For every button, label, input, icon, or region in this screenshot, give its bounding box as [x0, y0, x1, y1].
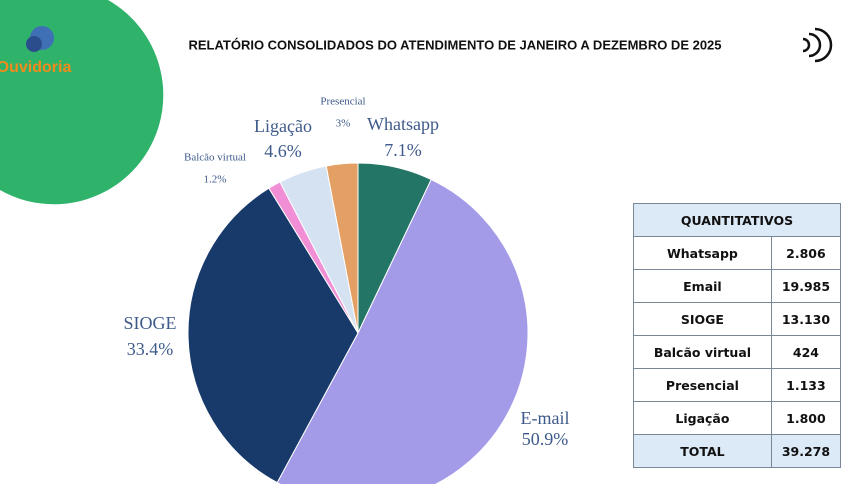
table-cell: 2.806: [770, 236, 842, 270]
table-cell: Presencial: [633, 368, 772, 402]
table-cell: Email: [633, 269, 772, 303]
table-cell: 13.130: [770, 302, 842, 336]
table-cell: 19.985: [770, 269, 842, 303]
table-cell: TOTAL: [633, 434, 772, 468]
logo-text: Ouvidoria: [0, 59, 71, 76]
slice-label: SIOGE: [124, 313, 177, 333]
table-cell: SIOGE: [633, 302, 772, 336]
slice-value: 1.2%: [204, 174, 227, 186]
logo-icon: [26, 36, 42, 52]
table-row: Whatsapp 2.806: [633, 236, 842, 270]
table-cell: 39.278: [770, 434, 842, 468]
table-cell: Whatsapp: [633, 236, 772, 270]
table-row: Ligação 1.800: [633, 401, 842, 435]
table-cell: QUANTITATIVOS: [633, 203, 841, 237]
table: QUANTITATIVOS Whatsapp 2.806 Email 19.985 SIO…: [633, 203, 842, 468]
logo-shape: [0, 0, 164, 205]
table-row: Presencial 1.133: [633, 368, 842, 402]
pie-slice: [325, 162, 359, 334]
table-cell: Ligação: [633, 401, 772, 435]
table-row: SIOGE 13.130: [633, 302, 842, 336]
slice-value: 7.1%: [384, 140, 422, 160]
table-cell: 1.800: [770, 401, 842, 435]
sound-icon: [802, 27, 833, 63]
slice-value: 33.4%: [127, 339, 174, 359]
table-cell: 424: [770, 335, 842, 369]
slice-label: Balcão virtual: [184, 152, 246, 164]
pie-slice: [276, 178, 529, 484]
table-cell: Balcão virtual: [633, 335, 772, 369]
table-row: QUANTITATIVOS: [633, 203, 841, 237]
slice-label: Whatsapp: [367, 114, 439, 134]
slice-value: 50.9%: [522, 429, 569, 449]
table-cell: 1.133: [770, 368, 842, 402]
slice-label: Presencial: [320, 96, 365, 108]
chart-title: RELATÓRIO CONSOLIDADOS DO ATENDIMENTO DE…: [188, 37, 721, 52]
slice-value: 4.6%: [264, 141, 302, 161]
slice-label: E-mail: [521, 408, 570, 428]
table-row: Email 19.985: [633, 269, 842, 303]
pie-slice: [187, 187, 359, 484]
slice-value: 3%: [336, 118, 351, 130]
table-row: Balcão virtual 424: [633, 335, 842, 369]
slice-label: Ligação: [254, 116, 312, 136]
table-row: TOTAL 39.278: [633, 434, 842, 468]
